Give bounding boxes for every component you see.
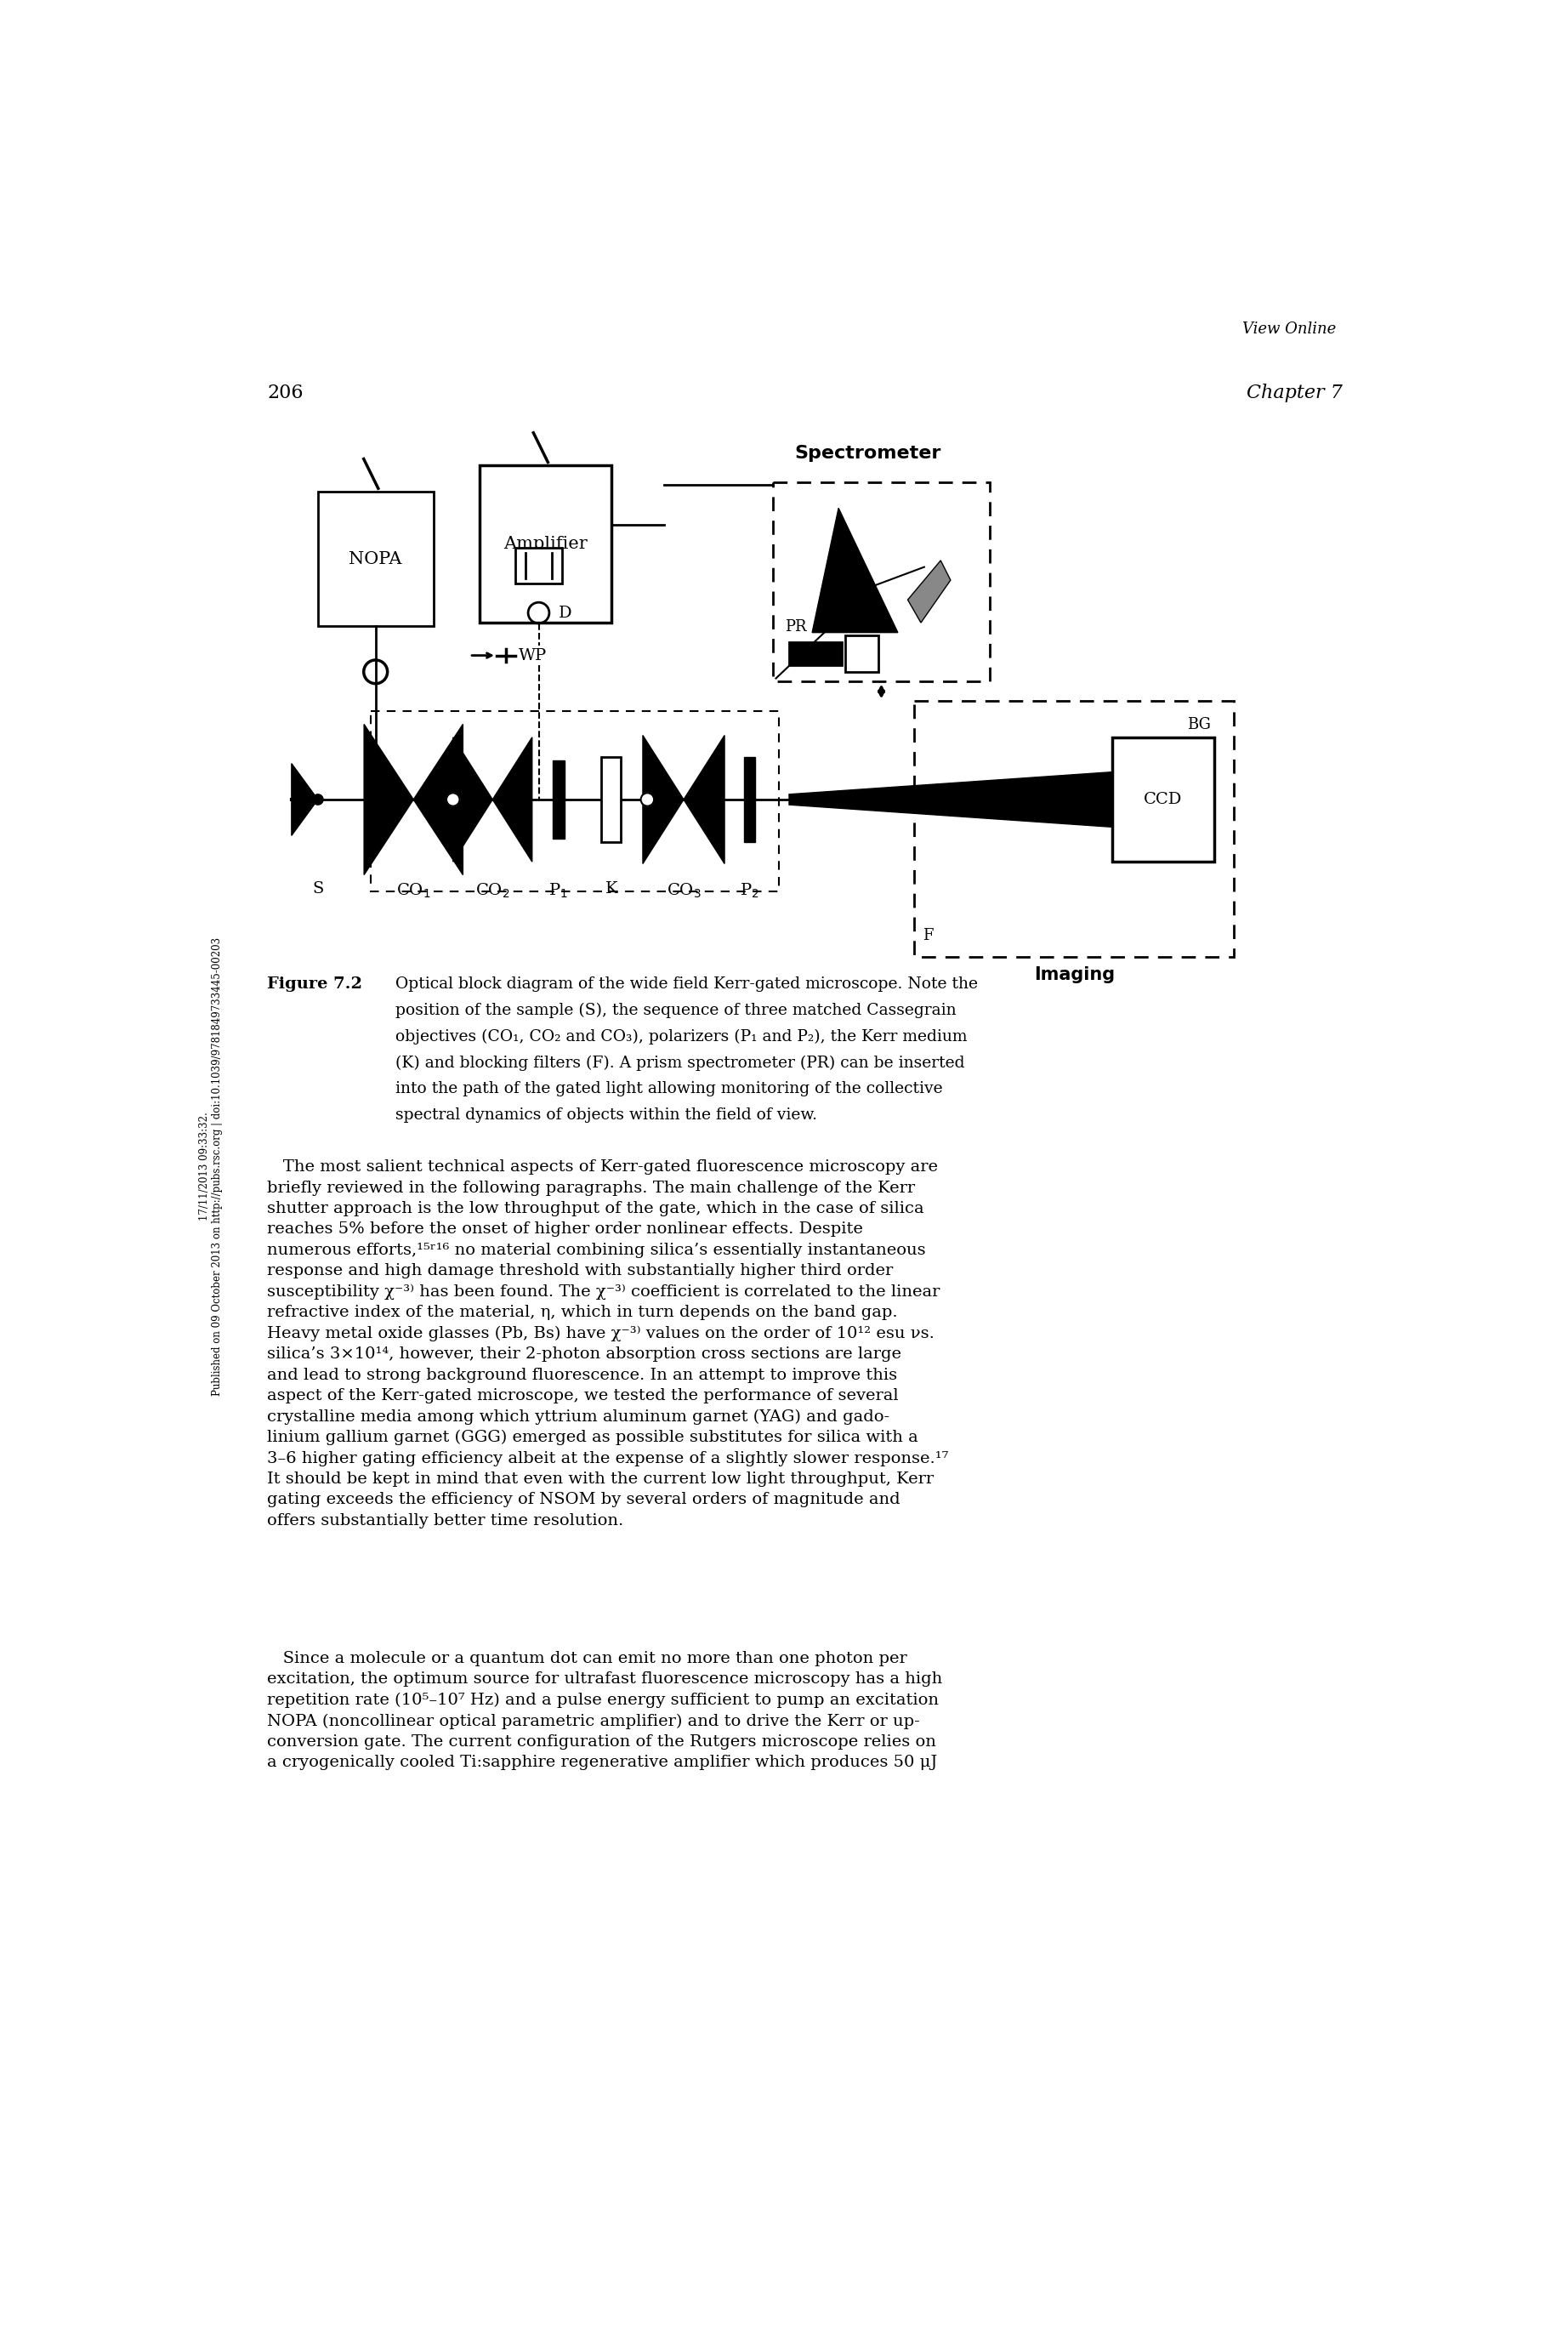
Text: Imaging: Imaging [1033, 966, 1115, 983]
Text: 206: 206 [267, 383, 303, 402]
Text: Chapter 7: Chapter 7 [1247, 383, 1342, 402]
Text: P$_1$: P$_1$ [549, 882, 568, 900]
Polygon shape [364, 724, 414, 875]
Text: BG: BG [1187, 717, 1210, 731]
Bar [1112, 738, 1214, 863]
Bar [516, 548, 561, 583]
Text: D: D [558, 604, 572, 621]
Polygon shape [908, 560, 950, 623]
Polygon shape [453, 738, 492, 863]
Bar [370, 710, 779, 891]
Bar [789, 642, 842, 665]
Text: objectives (CO₁, CO₂ and CO₃), polarizers (P₁ and P₂), the Kerr medium: objectives (CO₁, CO₂ and CO₃), polarizer… [395, 1030, 967, 1044]
Bar [845, 635, 878, 672]
Bar [743, 757, 756, 842]
Text: CCD: CCD [1143, 792, 1182, 806]
Text: PR: PR [784, 618, 806, 635]
Text: Amplifier: Amplifier [503, 536, 588, 552]
Text: into the path of the gated light allowing monitoring of the collective: into the path of the gated light allowin… [395, 1081, 942, 1096]
Text: CO$_1$: CO$_1$ [397, 882, 431, 900]
Text: NOPA: NOPA [350, 550, 401, 567]
Polygon shape [643, 736, 684, 863]
Text: spectral dynamics of objects within the field of view.: spectral dynamics of objects within the … [395, 1107, 817, 1124]
Polygon shape [684, 736, 724, 863]
Bar [773, 482, 989, 682]
Text: (K) and blocking filters (F). A prism spectrometer (PR) can be inserted: (K) and blocking filters (F). A prism sp… [395, 1056, 964, 1070]
Text: WP: WP [519, 649, 547, 663]
Text: position of the sample (S), the sequence of three matched Cassegrain: position of the sample (S), the sequence… [395, 1002, 956, 1018]
Polygon shape [414, 724, 463, 875]
Bar [480, 465, 612, 623]
Text: F: F [922, 929, 933, 943]
Polygon shape [492, 738, 532, 863]
Text: CO$_3$: CO$_3$ [666, 882, 701, 900]
Text: The most salient technical aspects of Kerr-gated fluorescence microscopy are
bri: The most salient technical aspects of Ke… [267, 1159, 949, 1528]
Text: Spectrometer: Spectrometer [795, 444, 941, 463]
Circle shape [447, 792, 459, 806]
Text: CO$_2$: CO$_2$ [475, 882, 510, 900]
Text: S: S [312, 882, 323, 896]
Polygon shape [812, 508, 898, 632]
Text: Optical block diagram of the wide field Kerr-gated microscope. Note the: Optical block diagram of the wide field … [395, 976, 978, 992]
Bar [552, 759, 564, 839]
Text: Since a molecule or a quantum dot can emit no more than one photon per
excitatio: Since a molecule or a quantum dot can em… [267, 1650, 942, 1770]
Text: 17/11/2013 09:33:32.
Published on 09 October 2013 on http://pubs.rsc.org | doi:1: 17/11/2013 09:33:32. Published on 09 Oct… [199, 938, 223, 1396]
Polygon shape [789, 771, 1112, 828]
Polygon shape [292, 764, 318, 835]
Bar [318, 491, 433, 625]
Text: View Online: View Online [1242, 322, 1336, 336]
Circle shape [641, 792, 654, 806]
Bar [914, 701, 1234, 957]
Text: K: K [605, 882, 618, 896]
Bar [601, 757, 621, 842]
Text: Figure 7.2: Figure 7.2 [267, 976, 362, 992]
Circle shape [312, 795, 323, 804]
Text: P$_2$: P$_2$ [740, 882, 759, 900]
